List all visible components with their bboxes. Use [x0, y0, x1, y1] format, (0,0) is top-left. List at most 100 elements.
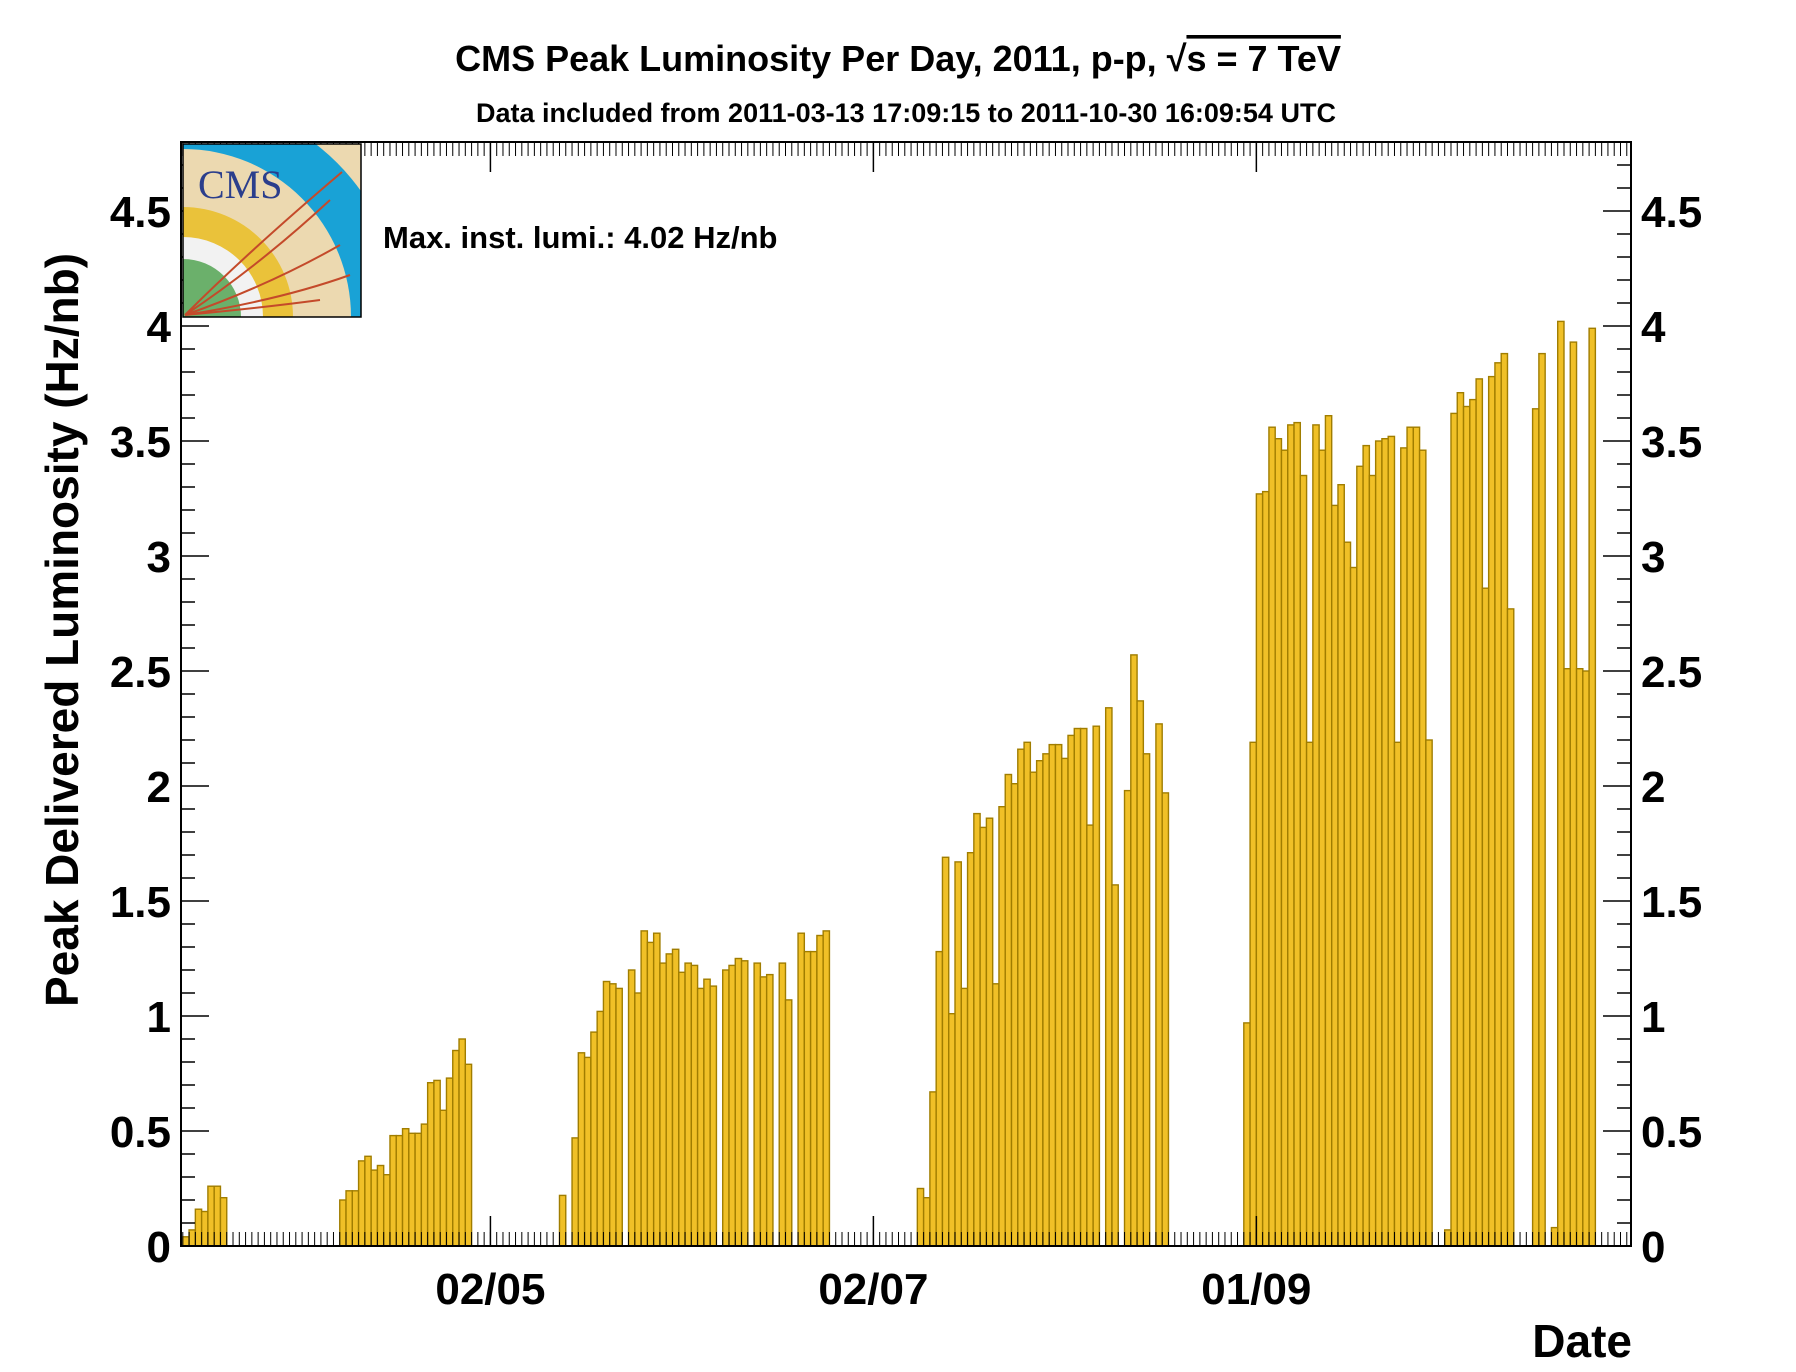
- bar-2011-09-20: [1374, 440, 1383, 1247]
- y-tick-label-left: 1.5: [110, 878, 171, 927]
- bar-2011-04-24: [439, 1109, 448, 1247]
- y-tick-label-right: 0: [1641, 1223, 1665, 1272]
- bar-2011-09-25: [1406, 426, 1415, 1247]
- bar-2011-05-24: [627, 969, 636, 1247]
- bar-2011-08-03: [1073, 727, 1082, 1247]
- bar-2011-06-17: [778, 962, 787, 1247]
- bar-2011-05-26: [640, 930, 649, 1247]
- bar-2011-04-25: [445, 1077, 454, 1247]
- bar-2011-08-06: [1092, 725, 1101, 1247]
- bar-2011-05-20: [602, 980, 611, 1247]
- bar-2011-07-09: [916, 1187, 925, 1247]
- bar-2011-07-13: [941, 856, 950, 1247]
- bar-2011-05-30: [665, 953, 674, 1247]
- bar-2011-04-11: [357, 1160, 366, 1247]
- bar-2011-05-22: [615, 987, 623, 1247]
- y-tick-label-left: 2.5: [110, 648, 171, 697]
- bar-2011-04-26: [452, 1049, 460, 1247]
- x-tick-label: 02/05: [435, 1265, 545, 1314]
- bar-2011-09-19: [1368, 474, 1377, 1247]
- bar-2011-10-22: [1575, 668, 1584, 1247]
- bar-2011-03-14: [182, 1236, 190, 1247]
- bar-2011-09-12: [1324, 415, 1333, 1247]
- bar-2011-08-17: [1161, 792, 1170, 1247]
- bar-2011-06-03: [690, 964, 699, 1247]
- bar-2011-04-15: [382, 1173, 391, 1247]
- bar-2011-10-19: [1557, 320, 1565, 1247]
- bar-2011-09-13: [1330, 504, 1339, 1247]
- bar-2011-07-17: [966, 852, 975, 1247]
- bar-2011-10-20: [1563, 668, 1571, 1247]
- bar-2011-06-05: [703, 978, 711, 1247]
- bar-2011-06-13: [753, 962, 762, 1247]
- bar-2011-07-31: [1054, 743, 1063, 1247]
- bar-2011-03-20: [219, 1196, 228, 1247]
- bar-2011-03-15: [188, 1229, 197, 1247]
- bar-2011-04-18: [401, 1127, 410, 1247]
- bar-2011-09-10: [1312, 424, 1320, 1247]
- bar-2011-06-09: [728, 964, 736, 1247]
- bar-2011-06-23: [816, 934, 824, 1247]
- chart-title: CMS Peak Luminosity Per Day, 2011, p-p, …: [455, 38, 1341, 79]
- bar-2011-09-07: [1293, 421, 1302, 1247]
- chart-subtitle: Data included from 2011-03-13 17:09:15 t…: [476, 98, 1336, 128]
- bar-2011-09-14: [1337, 484, 1345, 1247]
- bar-2011-09-24: [1400, 447, 1408, 1247]
- bar-2011-07-24: [1010, 783, 1019, 1247]
- bar-2011-05-27: [646, 941, 655, 1247]
- y-axis-title: Peak Delivered Luminosity (Hz/nb): [36, 253, 88, 1007]
- bar-2011-09-05: [1280, 449, 1289, 1247]
- bar-2011-09-01: [1255, 493, 1264, 1247]
- bar-2011-03-19: [213, 1185, 222, 1247]
- bar-2011-09-27: [1418, 449, 1427, 1247]
- plot-area: 0 0 0.5 0.5 1 1 1.5 1.5 2 2 2.5 2.5 3 3 3.5 3.5 4 4 4.5 4.5…: [110, 141, 1702, 1314]
- bar-2011-04-20: [414, 1132, 423, 1247]
- y-tick-label-right: 0.5: [1641, 1108, 1702, 1157]
- bar-2011-10-01: [1443, 1229, 1452, 1247]
- cms-logo: CMS: [182, 143, 362, 318]
- bar-2011-10-06: [1475, 378, 1484, 1247]
- y-tick-label-left: 4: [147, 303, 172, 352]
- bar-2011-08-14: [1142, 753, 1151, 1247]
- bar-2011-08-12: [1130, 654, 1138, 1247]
- bar-2011-09-28: [1425, 739, 1433, 1247]
- bar-2011-09-16: [1349, 566, 1358, 1247]
- bar-2011-10-10: [1500, 352, 1509, 1247]
- bar-2011-10-09: [1494, 362, 1502, 1247]
- bar-2011-05-17: [583, 1056, 592, 1247]
- bar-2011-04-08: [339, 1199, 347, 1247]
- x-tick-label: 02/07: [818, 1265, 928, 1314]
- bar-2011-07-26: [1023, 741, 1032, 1247]
- bar-2011-09-17: [1356, 465, 1364, 1247]
- bar-2011-08-13: [1136, 700, 1145, 1247]
- bar-2011-09-04: [1274, 438, 1283, 1247]
- bar-2011-05-18: [590, 1031, 598, 1247]
- bar-2011-09-15: [1343, 541, 1352, 1247]
- bar-2011-10-08: [1487, 375, 1496, 1247]
- bar-2011-06-04: [696, 987, 705, 1247]
- bar-2011-06-24: [822, 930, 831, 1247]
- bar-2011-09-06: [1287, 424, 1295, 1247]
- bar-2011-08-04: [1079, 727, 1088, 1247]
- bar-2011-04-14: [376, 1164, 385, 1247]
- bar-2011-04-09: [345, 1190, 353, 1247]
- bar-2011-06-18: [784, 999, 793, 1247]
- y-tick-label-right: 4: [1641, 303, 1666, 352]
- bar-2011-06-15: [765, 973, 774, 1247]
- x-axis-title: Date: [1532, 1315, 1632, 1367]
- bar-2011-06-22: [809, 950, 818, 1247]
- bar-2011-07-11: [929, 1091, 937, 1247]
- bar-2011-09-08: [1299, 474, 1308, 1247]
- y-tick-label-left: 3.5: [110, 418, 171, 467]
- bar-2011-06-01: [678, 971, 686, 1247]
- bar-2011-07-21: [991, 983, 1000, 1247]
- y-tick-label-left: 0.5: [110, 1108, 171, 1157]
- bar-2011-05-28: [652, 932, 661, 1247]
- y-tick-label-left: 2: [147, 763, 171, 812]
- bar-2011-07-16: [960, 987, 969, 1247]
- bar-2011-03-16: [194, 1208, 203, 1247]
- bar-2011-08-02: [1067, 734, 1075, 1247]
- bar-2011-05-29: [659, 962, 667, 1247]
- bar-2011-04-16: [389, 1134, 397, 1247]
- y-tick-label-left: 1: [147, 993, 171, 1042]
